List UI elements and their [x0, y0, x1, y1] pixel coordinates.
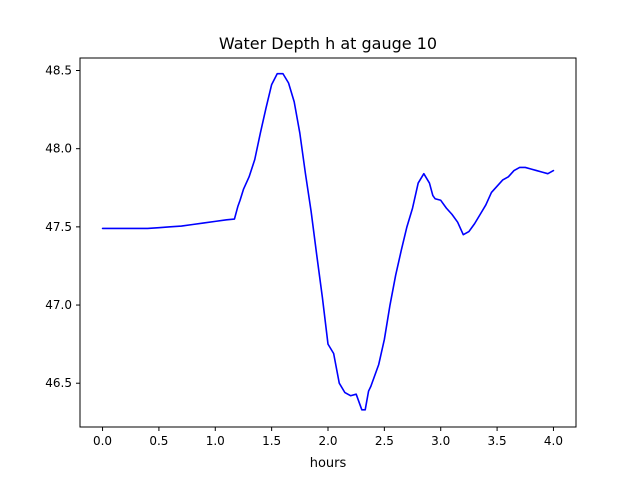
- x-tick-label: 4.0: [544, 434, 563, 448]
- y-tick-label: 48.5: [45, 64, 72, 78]
- x-tick-label: 1.5: [262, 434, 281, 448]
- x-tick-label: 3.5: [488, 434, 507, 448]
- y-tick-label: 46.5: [45, 376, 72, 390]
- y-tick-label: 48.0: [45, 142, 72, 156]
- x-tick-label: 0.5: [149, 434, 168, 448]
- x-axis-label: hours: [310, 456, 347, 471]
- axis-ticks: 0.0 0.5 1.0 1.5 2.0 2.5 3.0 3.5 4.0 46.5 47.0 47.5 4…: [45, 64, 563, 448]
- water-depth-line: [101, 72, 555, 411]
- x-tick-label: 2.5: [375, 434, 394, 448]
- axes-frame: [79, 57, 577, 428]
- x-tick-label: 2.0: [318, 434, 337, 448]
- x-tick-label: 1.0: [206, 434, 225, 448]
- y-tick-label: 47.0: [45, 298, 72, 312]
- plot-area: [101, 72, 555, 411]
- y-tick-label: 47.5: [45, 220, 72, 234]
- x-tick-label: 3.0: [431, 434, 450, 448]
- chart-title: Water Depth h at gauge 10: [219, 34, 437, 53]
- x-tick-label: 0.0: [93, 434, 112, 448]
